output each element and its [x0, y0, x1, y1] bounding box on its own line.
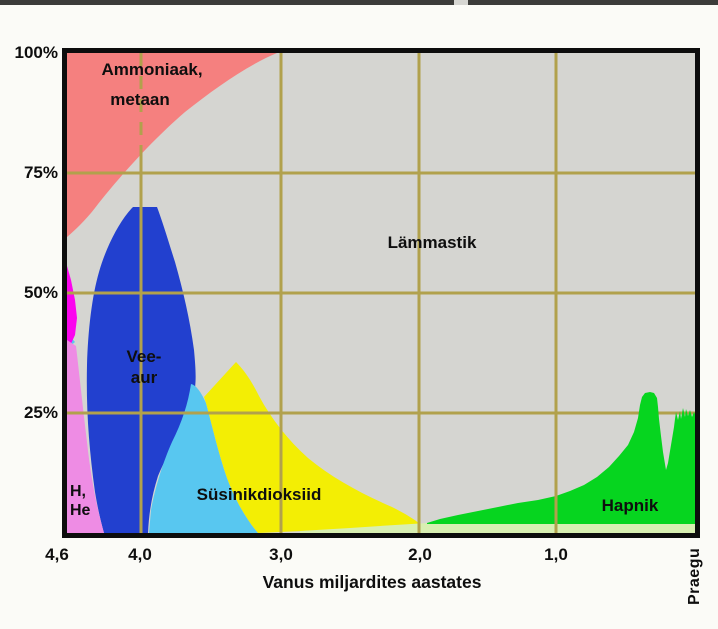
- label-lammastik: Lämmastik: [387, 233, 477, 252]
- label-susinikdioksiid: Süsinikdioksiid: [196, 485, 322, 504]
- y-tick-75%: 75%: [23, 163, 58, 182]
- region-h-he-spike: [67, 266, 77, 352]
- x-tick-praegu: Praegu: [686, 547, 703, 605]
- region-susinikdioksiid-yellow: [204, 362, 420, 533]
- region-susinikdioksiid-cyan: [149, 384, 258, 533]
- y-tick-100%: 100%: [14, 43, 58, 62]
- region-hapnik: [427, 392, 695, 524]
- y-tick-50%: 50%: [23, 283, 58, 302]
- top-edge-bar-segment: [0, 0, 454, 5]
- region-ammoniaak-metaan: [67, 53, 277, 237]
- y-tick-25%: 25%: [23, 403, 58, 422]
- region-h-he: [67, 340, 104, 533]
- x-axis-title: Vanus miljardites aastates: [262, 572, 482, 592]
- x-tick-4,0: 4,0: [128, 545, 152, 564]
- x-tick-3,0: 3,0: [269, 545, 293, 564]
- label-hapnik: Hapnik: [601, 496, 659, 515]
- top-edge-bar-segment: [468, 0, 718, 5]
- label-hhe-line2: He: [70, 502, 91, 519]
- label-ammoniaak-line2: metaan: [110, 90, 170, 109]
- label-veeaur-line1: Vee-: [126, 347, 162, 366]
- label-ammoniaak-line1: Ammoniaak,: [101, 60, 203, 79]
- plot-border: [62, 48, 700, 538]
- x-tick-1,0: 1,0: [544, 545, 568, 564]
- label-veeaur-line2: aur: [130, 368, 158, 387]
- label-hhe-line1: H,: [70, 483, 86, 500]
- top-edge-bar-gap: [454, 0, 468, 5]
- x-tick-2,0: 2,0: [408, 545, 432, 564]
- x-tick-4,6: 4,6: [45, 545, 69, 564]
